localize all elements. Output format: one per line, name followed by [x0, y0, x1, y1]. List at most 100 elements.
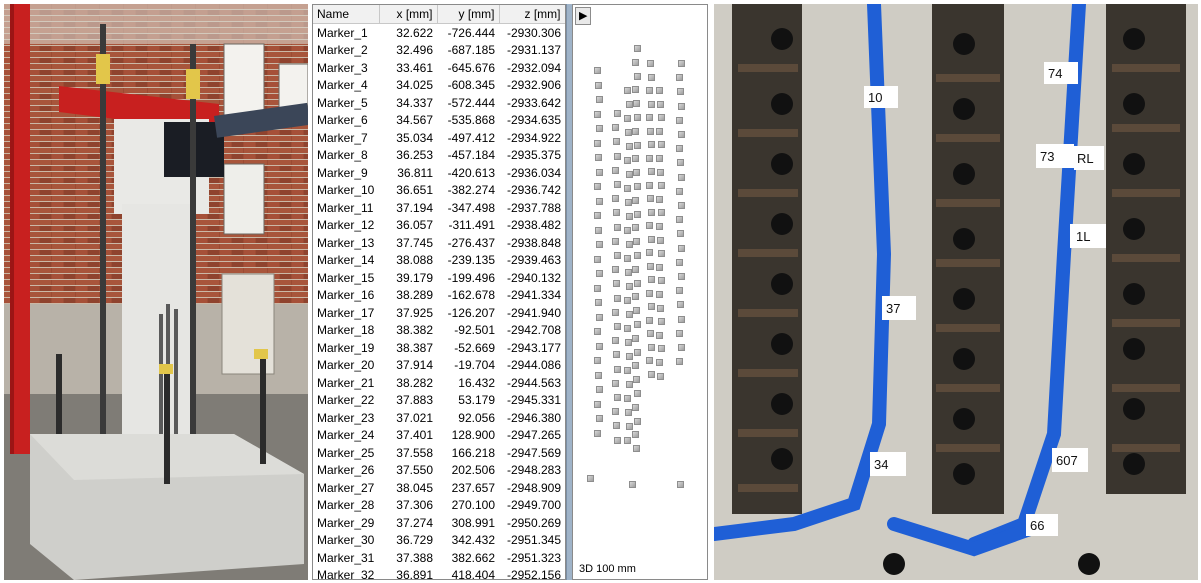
table-row[interactable]: Marker_1 32.622 -726.444 -2930.306 — [313, 24, 565, 42]
z-value-cell: -2938.848 — [506, 235, 561, 250]
marker-point — [657, 236, 664, 244]
marker-point — [611, 124, 619, 132]
panel-splitter[interactable] — [566, 4, 572, 580]
z-value-cell: -2952.156 — [506, 568, 561, 580]
marker-point — [629, 481, 636, 488]
table-row[interactable]: Marker_14 38.088 -239.135 -2939.463 — [313, 252, 565, 270]
marker-point — [614, 294, 622, 302]
marker-point — [613, 209, 620, 217]
test-rig-illustration — [4, 4, 308, 580]
z-value-cell: -2941.940 — [506, 305, 561, 320]
y-value-cell: -645.676 — [447, 60, 495, 75]
table-row[interactable]: Marker_17 37.925 -126.207 -2941.940 — [313, 304, 565, 322]
table-row[interactable]: Marker_9 36.811 -420.613 -2936.034 — [313, 164, 565, 182]
y-value-cell: 166.218 — [451, 445, 495, 460]
z-value-cell: -2946.380 — [506, 410, 561, 425]
table-row[interactable]: Marker_4 34.025 -608.345 -2932.906 — [313, 77, 565, 95]
marker-name-cell: Marker_31 — [317, 550, 375, 565]
cable-tag-73: 73 — [1040, 149, 1054, 164]
x-value-cell: 37.401 — [396, 428, 433, 443]
table-row[interactable]: Marker_11 37.194 -347.498 -2937.788 — [313, 199, 565, 217]
cable-tag-1l: 1L — [1076, 229, 1090, 244]
marker-point — [593, 67, 601, 74]
table-row[interactable]: Marker_29 37.274 308.991 -2950.269 — [313, 514, 565, 532]
x-value-cell: 36.811 — [397, 165, 433, 180]
z-value-cell: -2945.331 — [506, 393, 561, 408]
marker-point — [647, 303, 655, 310]
marker-point — [677, 60, 685, 67]
marker-point — [677, 202, 685, 209]
marker-point — [595, 154, 602, 161]
marker-point — [632, 334, 640, 342]
marker-point — [596, 313, 604, 321]
table-row[interactable]: Marker_30 36.729 342.432 -2951.345 — [313, 532, 565, 550]
column-header-name[interactable]: Name — [313, 5, 380, 24]
x-value-cell: 36.891 — [396, 568, 433, 580]
marker-point — [625, 241, 633, 248]
marker-point — [647, 195, 654, 202]
x-value-cell: 37.883 — [396, 393, 433, 408]
table-row[interactable]: Marker_25 37.558 166.218 -2947.569 — [313, 444, 565, 462]
z-value-cell: -2951.345 — [506, 533, 561, 548]
marker-point — [612, 166, 620, 174]
marker-name-cell: Marker_11 — [317, 200, 374, 215]
marker-point — [595, 125, 603, 132]
marker-point — [647, 235, 655, 243]
table-row[interactable]: Marker_20 37.914 -19.704 -2944.086 — [313, 357, 565, 375]
marker-point — [633, 445, 640, 453]
marker-point — [626, 353, 634, 360]
marker-point — [614, 436, 622, 444]
table-row[interactable]: Marker_18 38.382 -92.501 -2942.708 — [313, 322, 565, 340]
marker-point — [676, 187, 684, 195]
marker-point — [655, 223, 663, 230]
table-row[interactable]: Marker_19 38.387 -52.669 -2943.177 — [313, 339, 565, 357]
y-value-cell: -457.184 — [447, 148, 495, 163]
marker-point — [624, 227, 632, 234]
table-row[interactable]: Marker_2 32.496 -687.185 -2931.137 — [313, 42, 565, 60]
marker-point — [594, 110, 602, 118]
marker-name-cell: Marker_17 — [317, 305, 375, 320]
table-row[interactable]: Marker_13 37.745 -276.437 -2938.848 — [313, 234, 565, 252]
y-value-cell: -19.704 — [454, 358, 495, 373]
marker-point — [656, 195, 664, 203]
table-row[interactable]: Marker_22 37.883 53.179 -2945.331 — [313, 392, 565, 410]
x-value-cell: 37.558 — [396, 445, 433, 460]
table-row[interactable]: Marker_5 34.337 -572.444 -2933.642 — [313, 94, 565, 112]
table-row[interactable]: Marker_27 38.045 237.657 -2948.909 — [313, 479, 565, 497]
marker-point — [677, 131, 685, 138]
table-row[interactable]: Marker_26 37.550 202.506 -2948.283 — [313, 462, 565, 480]
table-row[interactable]: Marker_6 34.567 -535.868 -2934.635 — [313, 112, 565, 130]
marker-point — [632, 58, 640, 66]
marker-point — [594, 255, 602, 263]
table-row[interactable]: Marker_31 37.388 382.662 -2951.323 — [313, 549, 565, 567]
marker-point — [647, 370, 655, 378]
x-value-cell: 37.925 — [396, 305, 433, 320]
marker-point — [656, 127, 664, 135]
table-row[interactable]: Marker_32 36.891 418.404 -2952.156 — [313, 567, 565, 580]
z-value-cell: -2943.177 — [506, 340, 561, 355]
table-row[interactable]: Marker_24 37.401 128.900 -2947.265 — [313, 427, 565, 445]
x-value-cell: 37.914 — [396, 358, 433, 373]
column-header-y[interactable]: y [mm] — [437, 5, 500, 24]
table-row[interactable]: Marker_16 38.289 -162.678 -2941.334 — [313, 287, 565, 305]
column-header-x[interactable]: x [mm] — [379, 5, 438, 24]
marker-point — [647, 100, 655, 108]
marker-point — [647, 60, 654, 67]
table-row[interactable]: Marker_23 37.021 92.056 -2946.380 — [313, 409, 565, 427]
table-row[interactable]: Marker_12 36.057 -311.491 -2938.482 — [313, 217, 565, 235]
marker-3d-view[interactable]: ▶ 3D 100 mm — [572, 4, 708, 580]
table-row[interactable]: Marker_15 39.179 -199.496 -2940.132 — [313, 269, 565, 287]
marker-point — [633, 376, 640, 384]
cable-tag-10: 10 — [868, 90, 882, 105]
table-row[interactable]: Marker_8 36.253 -457.184 -2935.375 — [313, 147, 565, 165]
column-header-z[interactable]: z [mm] — [499, 5, 565, 24]
marker-point — [657, 168, 664, 176]
expand-panel-button[interactable]: ▶ — [575, 7, 591, 25]
table-row[interactable]: Marker_10 36.651 -382.274 -2936.742 — [313, 182, 565, 200]
table-row[interactable]: Marker_7 35.034 -497.412 -2934.922 — [313, 129, 565, 147]
x-value-cell: 36.651 — [396, 183, 433, 198]
table-row[interactable]: Marker_3 33.461 -645.676 -2932.094 — [313, 59, 565, 77]
table-row[interactable]: Marker_21 38.282 16.432 -2944.563 — [313, 374, 565, 392]
table-row[interactable]: Marker_28 37.306 270.100 -2949.700 — [313, 497, 565, 515]
marker-point — [633, 169, 640, 177]
